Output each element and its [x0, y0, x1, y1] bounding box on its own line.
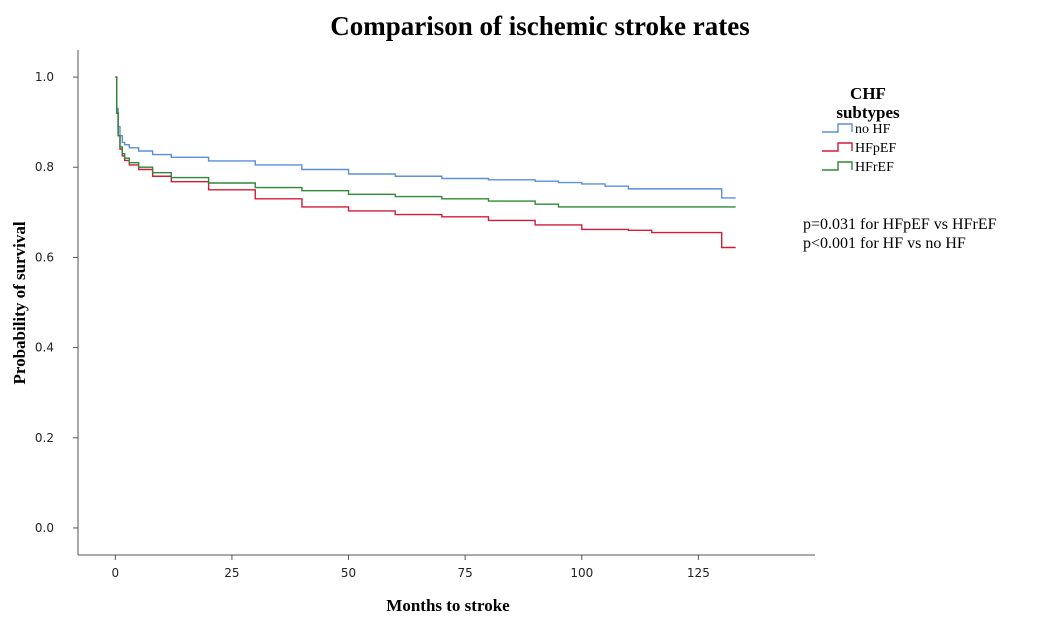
x-tick-label: 50	[341, 566, 356, 580]
legend-swatch	[822, 161, 853, 171]
x-tick-label: 125	[687, 566, 710, 580]
axes	[77, 50, 815, 556]
series-line-hfpef	[115, 76, 736, 249]
x-tick-label: 100	[570, 566, 593, 580]
chart-title: Comparison of ischemic stroke rates	[330, 11, 749, 41]
x-tick-label: 25	[224, 566, 239, 580]
legend-title-line-1: CHF	[850, 84, 886, 103]
y-tick-label: 0.2	[35, 431, 54, 445]
x-axis-title: Months to stroke	[386, 596, 510, 615]
series-group	[115, 76, 736, 249]
legend-swatch	[822, 123, 853, 133]
tick-group: 0 25 50 75 100 125 0.0 0.2 0.4 0.6 0.8 1.0	[35, 70, 710, 580]
legend-label: no HF	[855, 122, 891, 137]
series-line-no-hf	[115, 76, 736, 199]
y-tick-label: 0.0	[35, 521, 54, 535]
legend-swatch	[822, 142, 853, 152]
y-axis-title: Probability of survival	[10, 221, 29, 384]
legend-items: no HF HFpEF HFrEF	[822, 122, 896, 175]
legend-title-line-2: subtypes	[836, 103, 900, 122]
y-tick-label: 0.8	[35, 160, 54, 174]
annotation-p-hf-vs-no-hf: p<0.001 for HF vs no HF	[803, 235, 966, 252]
annotation-p-hfpef-vs-hfref: p=0.031 for HFpEF vs HFrEF	[803, 216, 997, 233]
x-tick-label: 75	[458, 566, 473, 580]
legend: CHF subtypes no HF HFpEF HFrEF	[822, 84, 900, 175]
y-tick-label: 1.0	[35, 70, 54, 84]
series-line-hfref	[115, 76, 736, 208]
legend-label: HFrEF	[855, 160, 894, 175]
legend-label: HFpEF	[855, 141, 896, 156]
annotations: p=0.031 for HFpEF vs HFrEF p<0.001 for H…	[803, 216, 997, 252]
y-tick-label: 0.6	[35, 250, 54, 264]
y-tick-label: 0.4	[35, 341, 54, 355]
x-tick-label: 0	[111, 566, 119, 580]
